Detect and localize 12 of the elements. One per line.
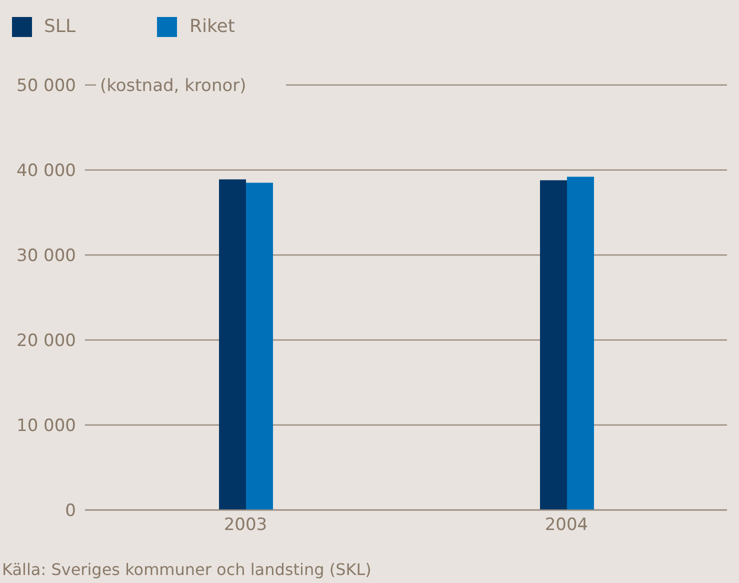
x-tick-label: 2004 (544, 515, 588, 536)
y-axis-title: (kostnad, kronor) (100, 76, 246, 96)
y-tick-label: 10 000 (16, 416, 76, 436)
y-tick-label: 30 000 (16, 246, 76, 266)
x-tick-label: 2003 (224, 515, 268, 536)
text: Källa: Sveriges kommuner och landsting (SKL) (2, 560, 372, 579)
y-tick-label: 0 (65, 501, 76, 521)
legend-label: Riket (189, 16, 235, 37)
y-tick-label: 50 000 (16, 76, 76, 96)
y-tick-label: 20 000 (16, 331, 76, 351)
legend-label: SLL (44, 16, 76, 37)
y-tick-label: 40 000 (16, 161, 76, 181)
